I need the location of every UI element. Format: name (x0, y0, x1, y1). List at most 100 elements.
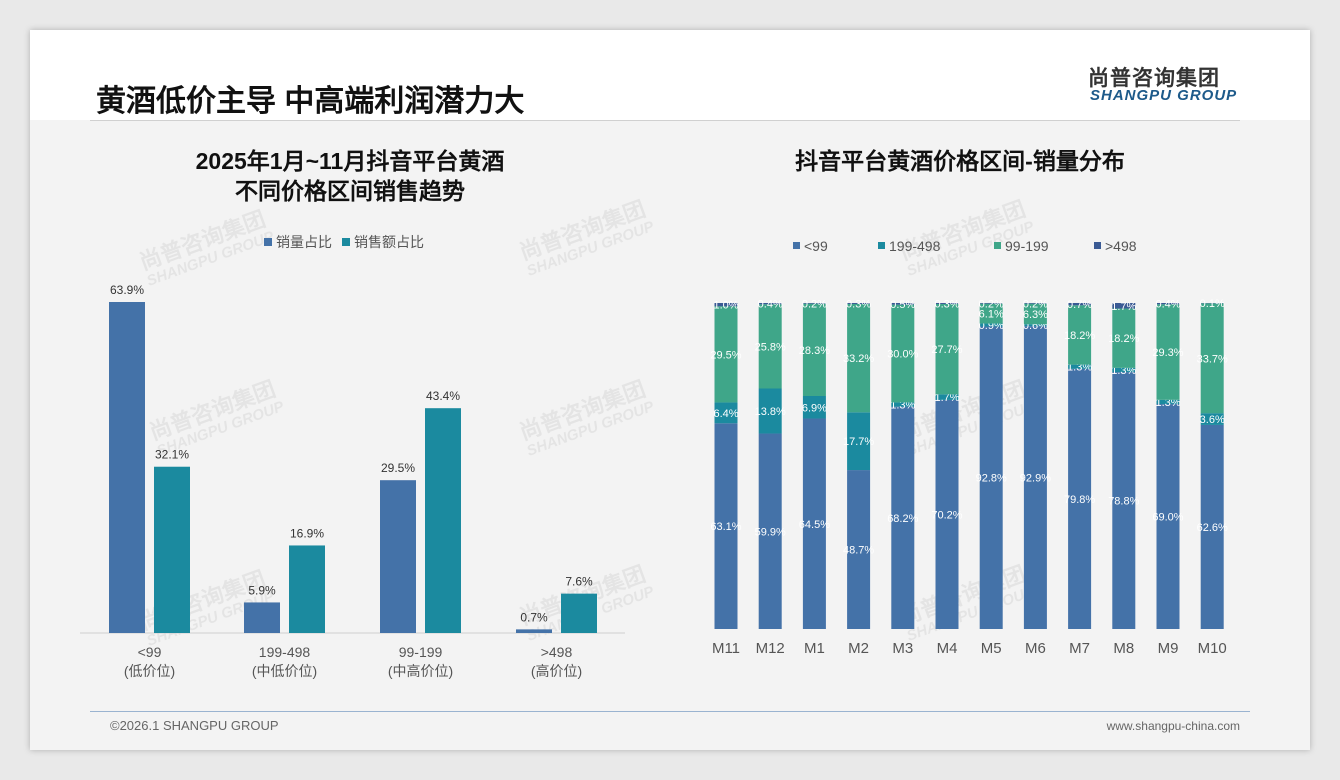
data-label: 18.2% (1064, 330, 1095, 342)
x-tick-label: <99 (138, 644, 162, 660)
legend-swatch-1 (342, 238, 350, 246)
stacked-bar-<99-M12 (758, 433, 782, 629)
x-tick-label: M8 (1113, 640, 1134, 657)
left-chart-title: 2025年1月~11月抖音平台黄酒 不同价格区间销售趋势 (140, 146, 560, 206)
data-label: 79.8% (1064, 494, 1095, 506)
stacked-bar-99-199-M4 (935, 303, 959, 395)
stacked-bar-199-498-M4 (935, 394, 959, 400)
data-label: 63.1% (710, 521, 741, 533)
data-label: 6.4% (713, 408, 738, 420)
stacked-bar-<99-M9 (1156, 404, 1180, 629)
stacked-bar-99-199-M8 (1112, 308, 1136, 368)
x-tick-sublabel: (中高价位) (388, 663, 453, 679)
stacked-bar->498-M12 (758, 303, 782, 305)
stacked-bar->498-M7 (1068, 303, 1092, 306)
bar-销量占比->498 (516, 629, 552, 633)
bar-销售额占比-99-199 (425, 408, 461, 633)
left-chart-title-line1: 2025年1月~11月抖音平台黄酒 (195, 148, 505, 174)
stacked-bar-199-498-M11 (714, 402, 738, 424)
legend-label-1: 销售额占比 (354, 234, 424, 250)
data-label: 0.5% (890, 299, 915, 311)
bar-销量占比-199-498 (244, 602, 280, 633)
stacked-bar-199-498-M12 (758, 388, 782, 434)
data-label: 0.7% (1067, 299, 1092, 311)
data-label: 13.8% (755, 406, 786, 418)
data-label: 0.3% (934, 298, 959, 310)
data-label: 62.6% (1197, 522, 1228, 534)
stacked-bar->498-M5 (979, 303, 1003, 304)
bar-销售额占比-<99 (154, 466, 190, 633)
stacked-bar-99-199-M3 (891, 304, 915, 403)
stacked-bar->498-M11 (714, 303, 738, 307)
x-tick-label: M2 (848, 640, 869, 657)
legend-swatch-3 (1094, 242, 1101, 249)
stacked-bar->498-M9 (1156, 303, 1180, 305)
footer-divider (90, 711, 1250, 712)
data-label: 33.2% (843, 353, 874, 365)
stacked-bar-199-498-M2 (847, 412, 871, 471)
stacked-bar-199-498-M8 (1112, 367, 1136, 373)
data-label: 92.9% (1020, 473, 1051, 485)
data-label: 6.3% (1023, 309, 1048, 321)
data-label: 69.0% (1152, 512, 1183, 524)
stacked-bar-99-199-M7 (1068, 305, 1092, 365)
x-tick-label: M10 (1198, 640, 1227, 657)
footer-website[interactable]: www.shangpu-china.com (1106, 719, 1240, 733)
x-tick-label: M3 (892, 640, 913, 657)
stacked-bar-<99-M8 (1112, 372, 1136, 629)
data-label: 18.2% (1108, 333, 1139, 345)
divider (90, 120, 1240, 121)
x-tick-label: M1 (804, 640, 825, 657)
stacked-bar-<99-M6 (1023, 326, 1047, 629)
data-label: 78.8% (1108, 496, 1139, 508)
stacked-bar->498-M4 (935, 303, 959, 304)
data-label: 25.8% (755, 341, 786, 353)
header (30, 30, 1310, 120)
stacked-bar-<99-M10 (1200, 424, 1224, 629)
stacked-bar-199-498-M9 (1156, 399, 1180, 405)
stacked-bar-199-498-M1 (802, 396, 826, 419)
x-tick-label: M9 (1158, 640, 1179, 657)
data-label: 3.6% (1200, 414, 1225, 426)
data-label: 28.3% (799, 345, 830, 357)
x-tick-label: M4 (937, 640, 958, 657)
data-label: 0.2% (1023, 298, 1048, 310)
data-label: 1.7% (934, 392, 959, 404)
data-label: 29.5% (710, 349, 741, 361)
data-label: 63.9% (110, 283, 144, 297)
data-label: 0.7% (520, 610, 548, 624)
stacked-bar-99-199-M2 (847, 303, 871, 413)
data-label: 68.2% (887, 513, 918, 525)
data-label: 0.4% (758, 299, 783, 311)
x-tick-sublabel: (低价位) (124, 663, 175, 679)
stacked-bar->498-M6 (1023, 303, 1047, 304)
data-label: 1.3% (1155, 397, 1180, 409)
stacked-bar-99-199-M12 (758, 304, 782, 389)
stacked-bar-<99-M7 (1068, 368, 1092, 629)
data-label: 0.3% (846, 298, 871, 310)
x-tick-label: M12 (756, 640, 785, 657)
data-label: 1.3% (1111, 365, 1136, 377)
x-tick-sublabel: (中低价位) (252, 663, 317, 679)
bar-销售额占比-199-498 (289, 545, 325, 633)
data-label: 1.3% (1067, 362, 1092, 374)
data-label: 5.9% (248, 583, 276, 597)
stacked-bar-199-498-M5 (979, 323, 1003, 327)
data-label: 1.0% (713, 300, 738, 312)
data-label: 92.8% (976, 473, 1007, 485)
data-label: 17.7% (843, 436, 874, 448)
legend-swatch-1 (878, 242, 885, 249)
stacked-bar-<99-M5 (979, 326, 1003, 629)
data-label: 0.4% (1155, 299, 1180, 311)
stacked-bar->498-M8 (1112, 303, 1136, 309)
stacked-bar->498-M3 (891, 303, 915, 305)
data-label: 70.2% (931, 509, 962, 521)
legend-swatch-0 (793, 242, 800, 249)
footer-copyright: ©2026.1 SHANGPU GROUP (110, 718, 279, 733)
x-tick-label: M6 (1025, 640, 1046, 657)
stacked-bar-199-498-M6 (1023, 324, 1047, 327)
legend-label-0: 销量占比 (276, 234, 332, 250)
data-label: 0.1% (1200, 298, 1225, 310)
legend-swatch-2 (994, 242, 1001, 249)
